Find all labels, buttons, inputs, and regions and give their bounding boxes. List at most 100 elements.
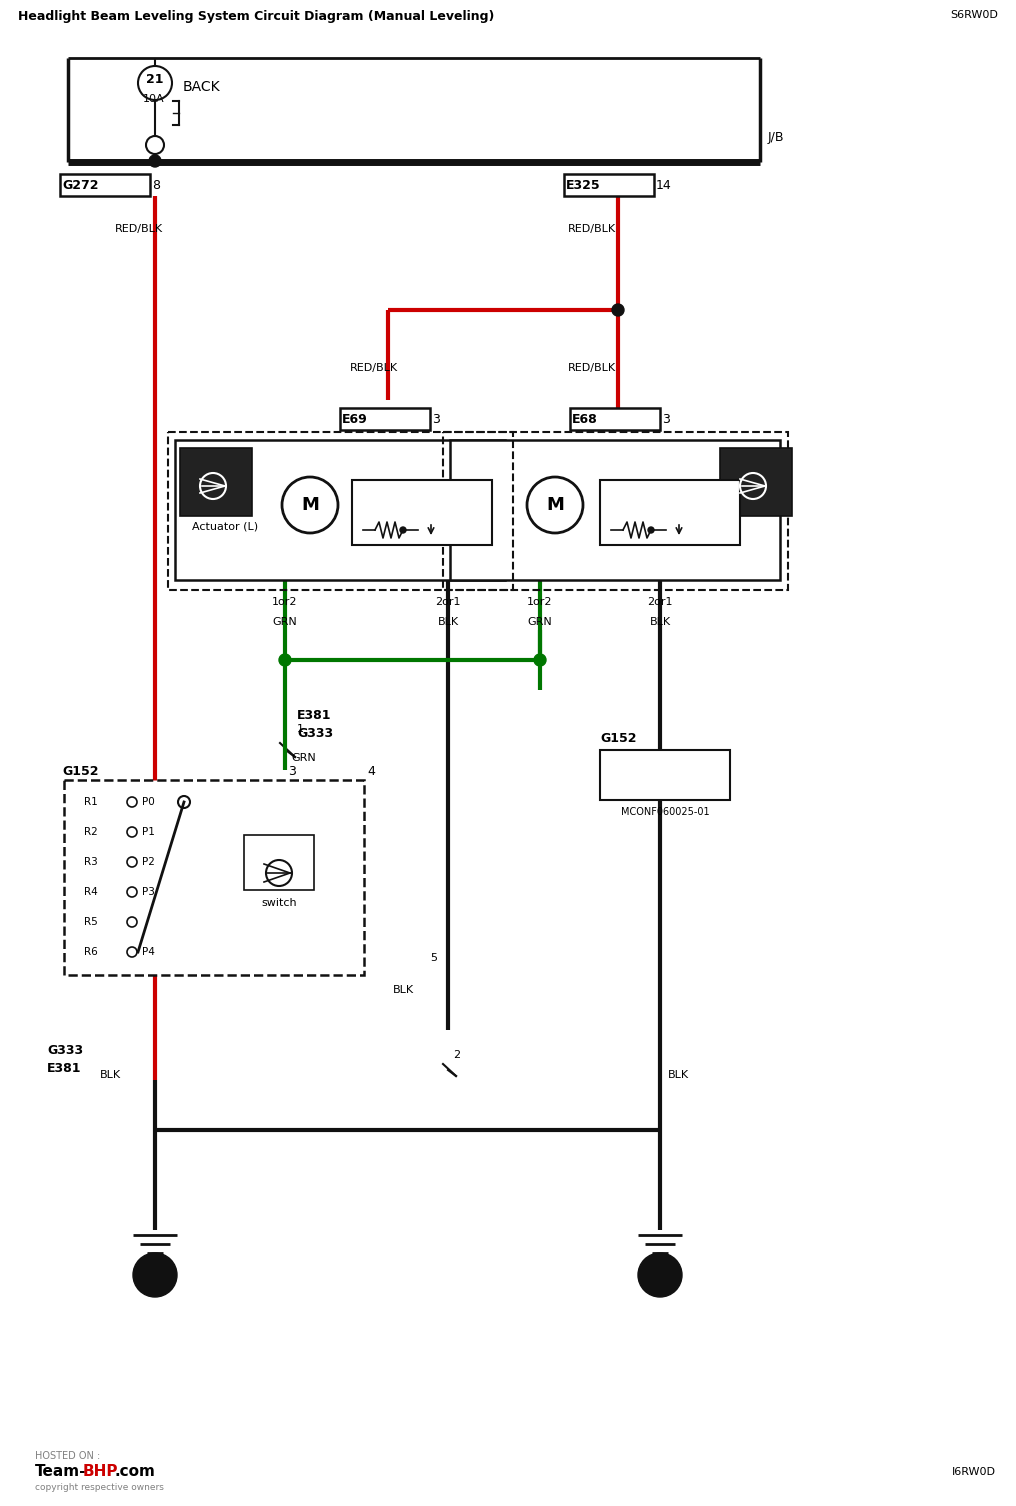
- Text: E69: E69: [342, 413, 368, 426]
- Text: RED/BLK: RED/BLK: [568, 363, 616, 373]
- Text: R2: R2: [84, 827, 98, 837]
- Text: E68: E68: [572, 413, 597, 426]
- Bar: [244, 834, 314, 890]
- Circle shape: [149, 155, 161, 167]
- Text: Lv: Lv: [285, 845, 296, 854]
- Text: E381: E381: [47, 1062, 81, 1074]
- Text: 5: 5: [430, 953, 437, 962]
- Text: G152: G152: [600, 732, 636, 745]
- Text: 3: 3: [288, 765, 296, 779]
- Text: Actuator (R): Actuator (R): [632, 521, 700, 532]
- Bar: [600, 480, 740, 545]
- Bar: [570, 408, 660, 431]
- Text: R5: R5: [84, 917, 98, 928]
- Text: 2: 2: [661, 758, 669, 767]
- Bar: [180, 447, 252, 517]
- Text: BACK: BACK: [183, 80, 220, 93]
- Bar: [564, 175, 654, 196]
- Text: Actuator (L): Actuator (L): [192, 521, 258, 532]
- Circle shape: [279, 654, 291, 666]
- Text: BLK: BLK: [438, 617, 458, 626]
- Text: BLK: BLK: [393, 985, 415, 995]
- Text: 3: 3: [432, 413, 440, 426]
- Text: I6RW0D: I6RW0D: [952, 1467, 996, 1477]
- Text: RED/BLK: RED/BLK: [568, 224, 616, 233]
- Text: RED/BLK: RED/BLK: [350, 363, 398, 373]
- Text: R6: R6: [84, 947, 98, 956]
- Circle shape: [534, 654, 546, 666]
- Text: 14: 14: [656, 179, 672, 191]
- Text: P3: P3: [142, 887, 154, 898]
- Text: 2or1: 2or1: [435, 596, 460, 607]
- Text: HOSTED ON :: HOSTED ON :: [35, 1450, 101, 1461]
- Circle shape: [133, 1253, 177, 1297]
- Text: G333: G333: [47, 1044, 83, 1057]
- Text: M: M: [301, 495, 319, 514]
- Bar: [443, 432, 788, 590]
- Text: 5: 5: [661, 782, 669, 792]
- Text: G333: G333: [297, 726, 333, 739]
- Bar: [60, 175, 150, 196]
- Text: 7: 7: [149, 1268, 161, 1283]
- Text: J/B: J/B: [768, 131, 784, 143]
- Text: 4: 4: [367, 765, 375, 779]
- Text: E325: E325: [566, 179, 600, 191]
- Text: HL: HL: [184, 458, 197, 467]
- Bar: [600, 750, 731, 800]
- Text: E381: E381: [297, 708, 331, 721]
- Text: G272: G272: [62, 179, 99, 191]
- Text: P2: P2: [142, 857, 154, 867]
- Text: 4: 4: [641, 782, 648, 792]
- Text: 8: 8: [152, 179, 160, 191]
- Text: R3: R3: [84, 857, 98, 867]
- Text: P1: P1: [142, 827, 154, 837]
- Text: GRN: GRN: [291, 753, 316, 764]
- Text: Control circuit: Control circuit: [631, 489, 709, 500]
- Text: BLK: BLK: [668, 1069, 689, 1080]
- Text: MCONF060025-01: MCONF060025-01: [621, 807, 709, 816]
- Text: P4: P4: [142, 947, 154, 956]
- Text: .com: .com: [115, 1464, 155, 1479]
- Bar: [340, 408, 430, 431]
- Text: 10A: 10A: [143, 93, 165, 104]
- Text: R4: R4: [84, 887, 98, 898]
- Bar: [720, 447, 792, 517]
- Circle shape: [648, 527, 654, 533]
- Bar: [450, 440, 780, 580]
- Text: Control circuit: Control circuit: [383, 489, 461, 500]
- Text: P0: P0: [142, 797, 154, 807]
- Text: RED/BLK: RED/BLK: [115, 224, 164, 233]
- Text: Headlight Beam Leveling System Circuit Diagram (Manual Leveling): Headlight Beam Leveling System Circuit D…: [18, 11, 495, 23]
- Text: G152: G152: [62, 765, 99, 779]
- Text: 6: 6: [685, 782, 692, 792]
- Text: BLK: BLK: [649, 617, 671, 626]
- Text: BHP: BHP: [83, 1464, 119, 1479]
- Text: Lv: Lv: [759, 458, 769, 467]
- Bar: [168, 432, 513, 590]
- Text: 9: 9: [654, 1268, 665, 1283]
- Text: S6RW0D: S6RW0D: [950, 11, 998, 20]
- Text: 2: 2: [453, 1050, 460, 1060]
- Circle shape: [400, 527, 406, 533]
- Text: 2or1: 2or1: [647, 596, 673, 607]
- Text: switch: switch: [261, 898, 297, 908]
- Text: 21: 21: [146, 72, 164, 86]
- Text: BLK: BLK: [100, 1069, 121, 1080]
- Bar: [352, 480, 492, 545]
- Bar: [175, 440, 505, 580]
- Bar: [64, 780, 364, 974]
- Text: 1or2: 1or2: [527, 596, 553, 607]
- Text: copyright respective owners: copyright respective owners: [35, 1483, 164, 1492]
- Text: 3: 3: [662, 413, 670, 426]
- Circle shape: [638, 1253, 682, 1297]
- Text: 1: 1: [619, 758, 626, 767]
- Circle shape: [612, 304, 624, 316]
- Text: Team-: Team-: [35, 1464, 86, 1479]
- Text: 3: 3: [619, 782, 626, 792]
- Text: HL: HL: [248, 845, 261, 854]
- Text: HL: HL: [724, 458, 738, 467]
- Text: GRN: GRN: [527, 617, 553, 626]
- Text: Lv: Lv: [219, 458, 229, 467]
- Text: 1: 1: [297, 724, 304, 733]
- Text: M: M: [546, 495, 564, 514]
